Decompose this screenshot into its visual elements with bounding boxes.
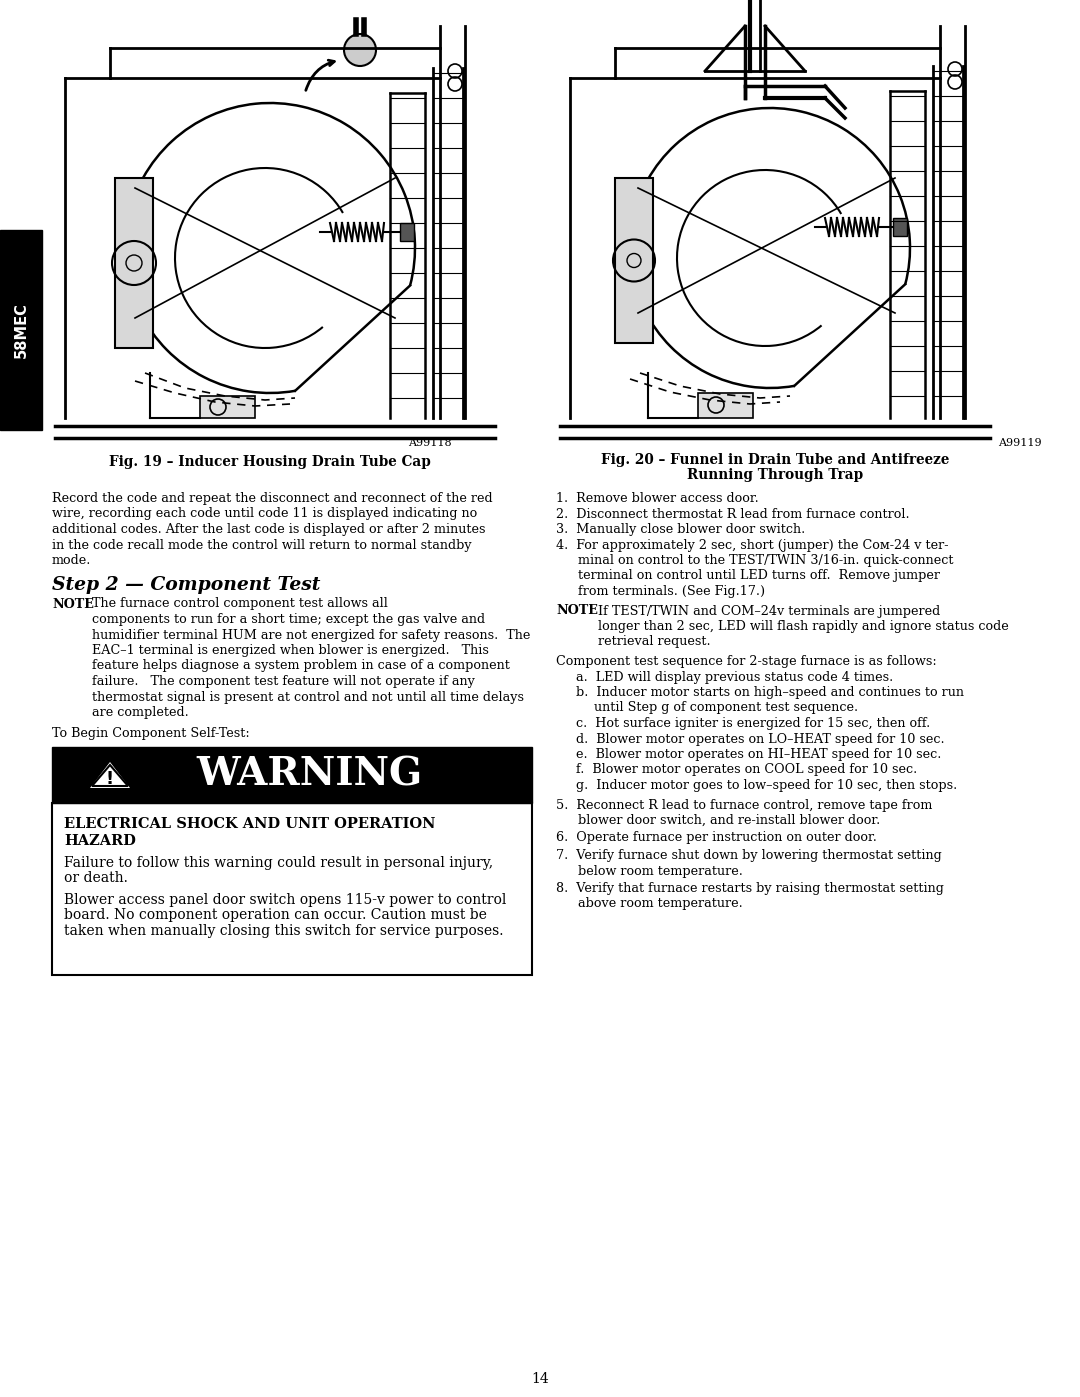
Bar <box>0 231 42 430</box>
Text: failure.   The component test feature will not operate if any: failure. The component test feature will… <box>92 675 475 687</box>
Text: 14: 14 <box>531 1372 549 1386</box>
Text: above room temperature.: above room temperature. <box>578 897 743 911</box>
Text: c.  Hot surface igniter is energized for 15 sec, then off.: c. Hot surface igniter is energized for … <box>576 717 930 731</box>
Bar <box>893 218 907 236</box>
Text: 8.  Verify that furnace restarts by raising thermostat setting: 8. Verify that furnace restarts by raisi… <box>556 882 944 895</box>
Text: Step 2 — Component Test: Step 2 — Component Test <box>52 576 321 594</box>
Text: Running Through Trap: Running Through Trap <box>687 468 863 482</box>
Bar <box>698 393 753 418</box>
Text: or death.: or death. <box>64 872 127 886</box>
Circle shape <box>210 400 226 415</box>
Text: To Begin Component Self-Test:: To Begin Component Self-Test: <box>52 728 249 740</box>
Circle shape <box>345 34 376 66</box>
Text: The furnace control component test allows all: The furnace control component test allow… <box>92 598 388 610</box>
Bar <box>615 177 653 344</box>
Text: a.  LED will display previous status code 4 times.: a. LED will display previous status code… <box>576 671 893 683</box>
Text: 7.  Verify furnace shut down by lowering thermostat setting: 7. Verify furnace shut down by lowering … <box>556 849 942 862</box>
Text: d.  Blower motor operates on LO–HEAT speed for 10 sec.: d. Blower motor operates on LO–HEAT spee… <box>576 732 945 746</box>
Text: EAC–1 terminal is energized when blower is energized.   This: EAC–1 terminal is energized when blower … <box>92 644 489 657</box>
Text: minal on control to the TEST/TWIN 3/16-in. quick-connect: minal on control to the TEST/TWIN 3/16-i… <box>578 555 954 567</box>
Polygon shape <box>90 761 130 788</box>
Text: If TEST/TWIN and COM–24v terminals are jumpered: If TEST/TWIN and COM–24v terminals are j… <box>598 605 941 617</box>
Text: terminal on control until LED turns off.  Remove jumper: terminal on control until LED turns off.… <box>578 570 940 583</box>
Text: Component test sequence for 2-stage furnace is as follows:: Component test sequence for 2-stage furn… <box>556 655 936 668</box>
Text: 58MEC: 58MEC <box>13 302 28 358</box>
Text: 3.  Manually close blower door switch.: 3. Manually close blower door switch. <box>556 522 806 536</box>
Text: Record the code and repeat the disconnect and reconnect of the red: Record the code and repeat the disconnec… <box>52 492 492 504</box>
Text: Fig. 20 – Funnel in Drain Tube and Antifreeze: Fig. 20 – Funnel in Drain Tube and Antif… <box>600 453 949 467</box>
Text: components to run for a short time; except the gas valve and: components to run for a short time; exce… <box>92 613 485 626</box>
Text: 6.  Operate furnace per instruction on outer door.: 6. Operate furnace per instruction on ou… <box>556 831 877 845</box>
Text: b.  Inducer motor starts on high–speed and continues to run: b. Inducer motor starts on high–speed an… <box>576 686 964 698</box>
Text: are completed.: are completed. <box>92 705 189 719</box>
Text: taken when manually closing this switch for service purposes.: taken when manually closing this switch … <box>64 923 503 937</box>
Text: additional codes. After the last code is displayed or after 2 minutes: additional codes. After the last code is… <box>52 522 486 536</box>
Text: g.  Inducer motor goes to low–speed for 10 sec, then stops.: g. Inducer motor goes to low–speed for 1… <box>576 780 957 792</box>
Text: Blower access panel door switch opens 115-v power to control: Blower access panel door switch opens 11… <box>64 893 507 907</box>
Text: Fig. 19 – Inducer Housing Drain Tube Cap: Fig. 19 – Inducer Housing Drain Tube Cap <box>109 455 431 469</box>
Text: HAZARD: HAZARD <box>64 834 136 848</box>
Bar <box>114 177 153 348</box>
Text: thermostat signal is present at control and not until all time delays: thermostat signal is present at control … <box>92 690 524 704</box>
Text: until Step g of component test sequence.: until Step g of component test sequence. <box>594 701 859 714</box>
Text: 4.  For approximately 2 sec, short (jumper) the Cᴏᴍ-24 v ter-: 4. For approximately 2 sec, short (jumpe… <box>556 538 948 552</box>
Text: A99118: A99118 <box>408 439 453 448</box>
Text: NOTE: NOTE <box>52 598 94 610</box>
Bar <box>52 803 532 975</box>
Text: A99119: A99119 <box>998 439 1042 448</box>
Text: ELECTRICAL SHOCK AND UNIT OPERATION: ELECTRICAL SHOCK AND UNIT OPERATION <box>64 817 435 831</box>
Text: 5.  Reconnect R lead to furnace control, remove tape from: 5. Reconnect R lead to furnace control, … <box>556 799 932 812</box>
Bar <box>200 395 255 418</box>
Text: NOTE: NOTE <box>556 605 598 617</box>
Text: wire, recording each code until code 11 is displayed indicating no: wire, recording each code until code 11 … <box>52 507 477 521</box>
Circle shape <box>708 397 724 414</box>
Text: mode.: mode. <box>52 555 92 567</box>
Text: longer than 2 sec, LED will flash rapidly and ignore status code: longer than 2 sec, LED will flash rapidl… <box>598 620 1009 633</box>
Text: from terminals. (See Fig.17.): from terminals. (See Fig.17.) <box>578 585 765 598</box>
Text: 1.  Remove blower access door.: 1. Remove blower access door. <box>556 492 759 504</box>
Text: Failure to follow this warning could result in personal injury,: Failure to follow this warning could res… <box>64 856 494 870</box>
Text: feature helps diagnose a system problem in case of a component: feature helps diagnose a system problem … <box>92 659 510 672</box>
Bar <box>400 224 414 242</box>
Text: WARNING: WARNING <box>197 756 423 793</box>
Text: below room temperature.: below room temperature. <box>578 865 743 877</box>
Text: !: ! <box>106 770 114 788</box>
Text: blower door switch, and re-install blower door.: blower door switch, and re-install blowe… <box>578 814 880 827</box>
Text: board. No component operation can occur. Caution must be: board. No component operation can occur.… <box>64 908 487 922</box>
Text: e.  Blower motor operates on HI–HEAT speed for 10 sec.: e. Blower motor operates on HI–HEAT spee… <box>576 747 942 761</box>
Text: in the code recall mode the control will return to normal standby: in the code recall mode the control will… <box>52 538 472 552</box>
Text: 2.  Disconnect thermostat R lead from furnace control.: 2. Disconnect thermostat R lead from fur… <box>556 507 909 521</box>
Text: retrieval request.: retrieval request. <box>598 636 711 648</box>
Text: humidifier terminal HUM are not energized for safety reasons.  The: humidifier terminal HUM are not energize… <box>92 629 530 641</box>
Text: f.  Blower motor operates on COOL speed for 10 sec.: f. Blower motor operates on COOL speed f… <box>576 764 917 777</box>
Bar <box>52 747 532 803</box>
